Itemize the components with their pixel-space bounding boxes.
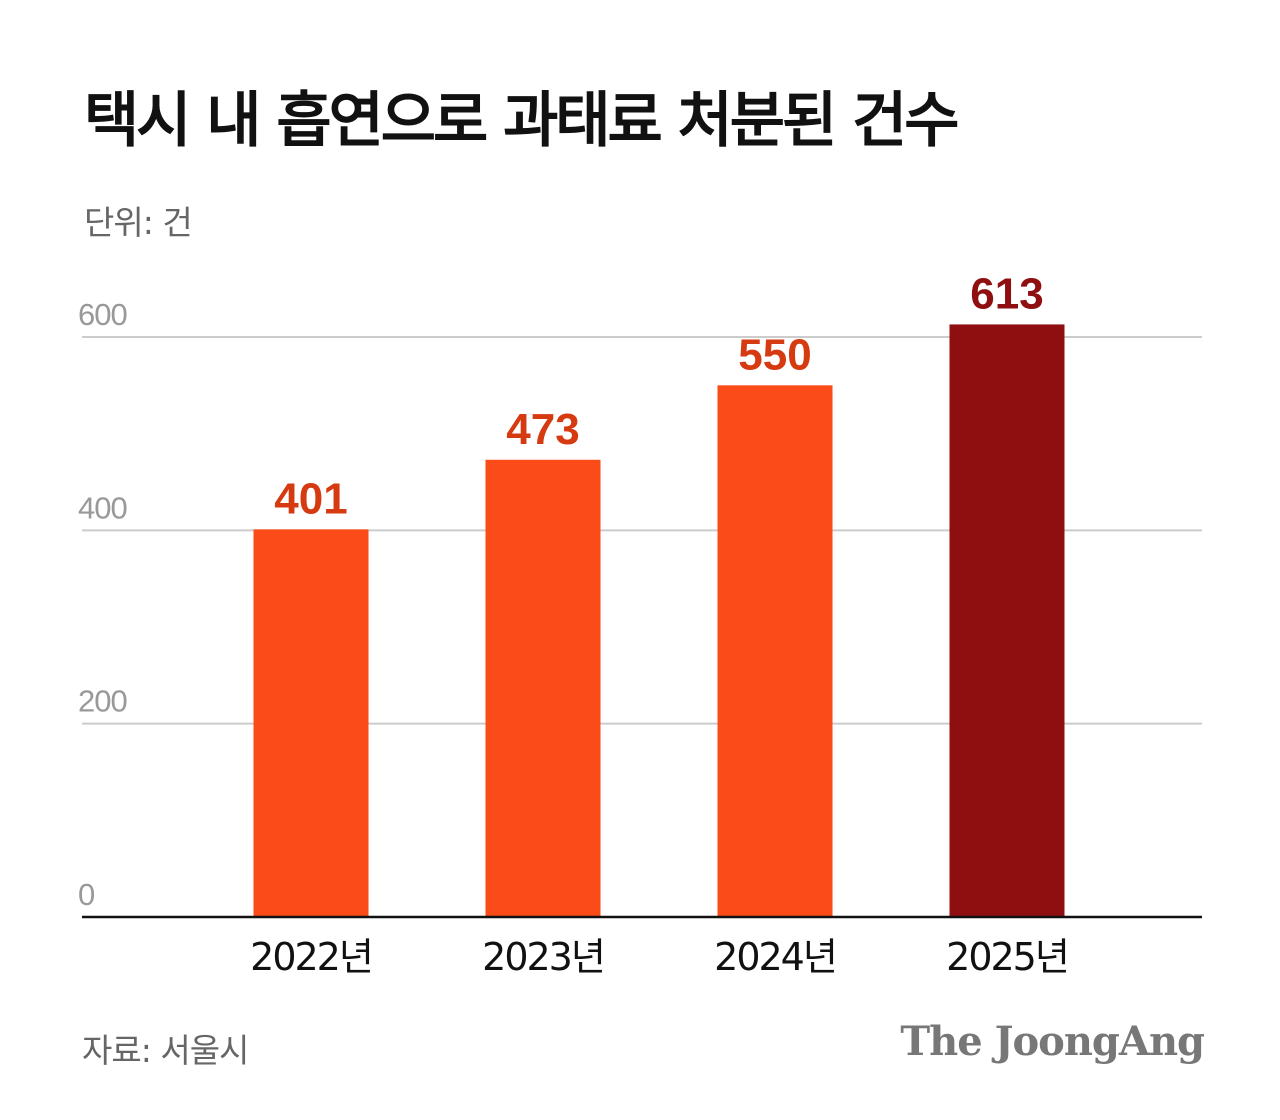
y-tick-label: 0 bbox=[78, 877, 95, 912]
data-label: 613 bbox=[970, 269, 1043, 318]
publisher-logo: The JoongAng bbox=[900, 1018, 1205, 1065]
y-tick-label: 400 bbox=[78, 490, 127, 525]
bar bbox=[949, 324, 1065, 917]
source-label: 자료: 서울시 bbox=[82, 1031, 249, 1070]
chart-title: 택시 내 흡연으로 과태료 처분된 건수 bbox=[84, 86, 959, 156]
data-label: 473 bbox=[506, 405, 579, 454]
bar bbox=[253, 529, 369, 917]
x-tick-label: 2023년 bbox=[482, 935, 604, 979]
bar bbox=[717, 385, 833, 917]
x-tick-label: 2025년 bbox=[946, 935, 1068, 979]
unit-label: 단위: 건 bbox=[84, 203, 193, 242]
bar bbox=[485, 459, 601, 917]
x-tick-label: 2024년 bbox=[714, 935, 836, 979]
x-tick-label: 2022년 bbox=[250, 935, 372, 979]
data-label: 401 bbox=[274, 474, 347, 523]
data-label: 550 bbox=[738, 330, 811, 379]
y-tick-label: 200 bbox=[78, 684, 127, 719]
y-tick-label: 600 bbox=[78, 297, 127, 332]
